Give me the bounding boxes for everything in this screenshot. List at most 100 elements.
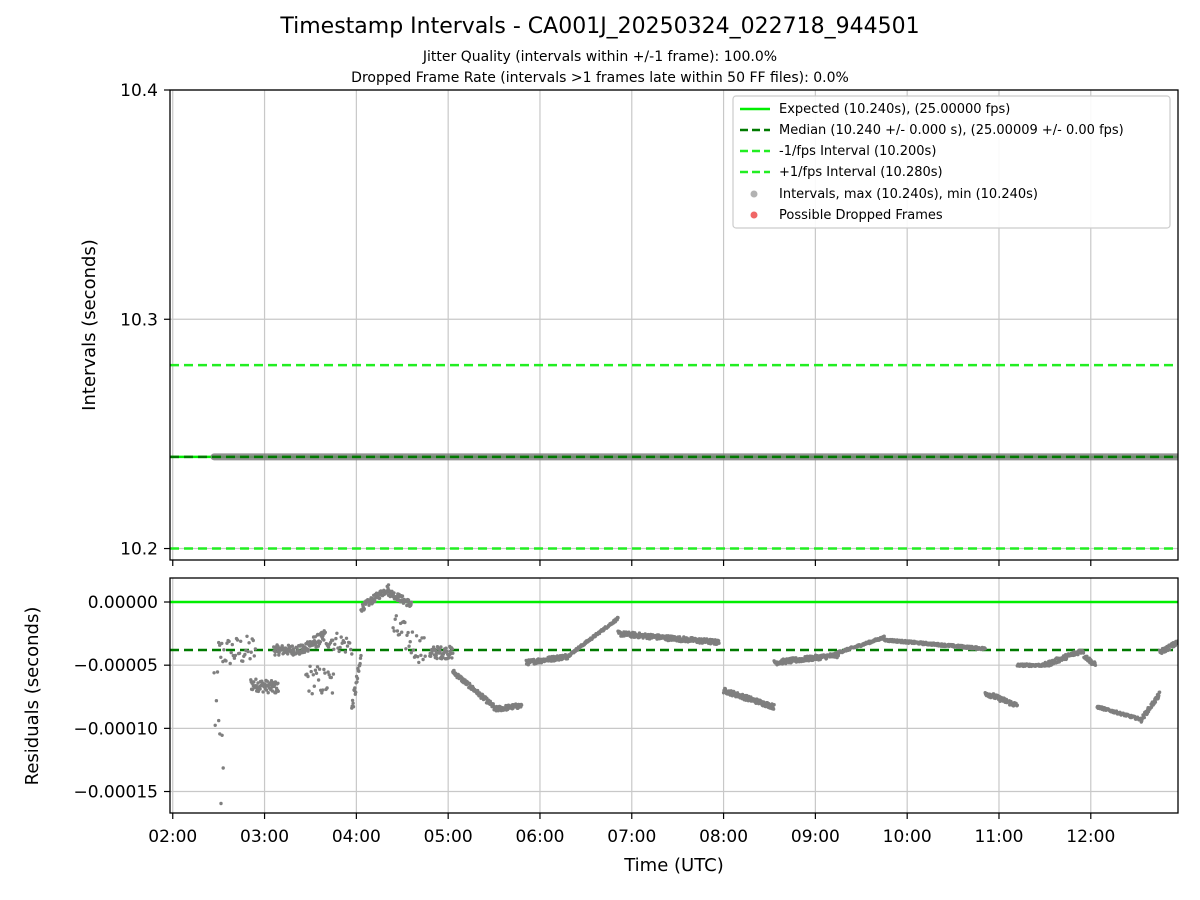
residual-point <box>771 707 776 711</box>
residual-point <box>423 654 427 658</box>
residual-point <box>334 636 338 641</box>
residual-segment-17 <box>721 686 776 711</box>
residual-point <box>221 766 225 770</box>
legend-label-intervals: Intervals, max (10.240s), min (10.240s) <box>779 187 1038 202</box>
residual-point <box>1142 715 1147 720</box>
legend-item-expected: Expected (10.240s), (25.00000 fps) <box>740 102 1010 117</box>
residual-point <box>264 688 269 692</box>
residual-point <box>315 665 320 669</box>
residual-point <box>468 683 472 687</box>
residual-point <box>353 686 357 690</box>
residual-segment-21 <box>983 691 1019 708</box>
residual-point <box>405 633 409 637</box>
residual-point <box>350 652 354 656</box>
residual-segment-11 <box>428 644 455 661</box>
residual-point <box>313 668 318 672</box>
legend-item-median: Median (10.240 +/- 0.000 s), (25.00009 +… <box>740 123 1124 138</box>
residual-point <box>882 634 886 638</box>
residual-point <box>227 639 231 644</box>
residual-point <box>310 692 314 696</box>
residual-point <box>354 690 358 694</box>
residual-point <box>309 669 313 674</box>
residual-point <box>312 684 316 688</box>
legend-item-dropped: Possible Dropped Frames <box>750 208 943 223</box>
residual-point <box>373 599 377 604</box>
residual-point <box>241 659 245 663</box>
residual-point <box>277 653 281 657</box>
residual-point <box>256 681 260 685</box>
legend-label-lower-bound: -1/fps Interval (10.200s) <box>779 144 936 159</box>
residual-point <box>306 674 310 679</box>
residual-point <box>419 653 423 657</box>
residual-point <box>252 680 256 684</box>
xtick-label-4: 06:00 <box>515 827 564 847</box>
residual-point <box>245 634 249 638</box>
residual-point <box>326 645 331 649</box>
residual-segment-19 <box>836 634 886 656</box>
residual-point <box>331 638 335 642</box>
residual-point <box>265 679 269 683</box>
residual-point <box>1167 647 1172 652</box>
residual-point <box>320 691 324 695</box>
residual-point <box>1160 651 1164 655</box>
residual-point <box>790 660 794 664</box>
residual-point <box>266 691 270 695</box>
residual-point <box>386 583 391 587</box>
residual-segment-24 <box>1081 651 1098 667</box>
legend-label-upper-bound: +1/fps Interval (10.280s) <box>779 165 943 180</box>
residual-segment-13 <box>492 702 524 713</box>
residual-point <box>256 689 261 694</box>
xtick-label-8: 10:00 <box>883 827 932 847</box>
xtick-label-0: 02:00 <box>148 827 197 847</box>
residual-segment-2 <box>249 677 280 695</box>
residual-point <box>214 699 219 703</box>
residual-point <box>314 671 319 675</box>
residual-point <box>217 718 221 723</box>
residual-point <box>230 642 234 647</box>
top-ytick-label-1: 10.3 <box>120 310 158 330</box>
top-ytick-label-0: 10.2 <box>120 540 158 560</box>
intervals-ylabel: Intervals (seconds) <box>79 239 100 411</box>
residual-point <box>1153 700 1158 704</box>
residual-point <box>337 649 341 654</box>
residual-point <box>362 607 366 611</box>
residuals-yticks: 0.00000 −0.00005 −0.00010 −0.00015 <box>73 593 170 803</box>
bottom-ytick-label-1: −0.00005 <box>73 656 158 676</box>
residual-point <box>342 640 347 645</box>
residual-point <box>220 641 224 646</box>
xtick-label-7: 09:00 <box>791 827 840 847</box>
residual-point <box>348 641 352 645</box>
residual-point <box>404 647 408 651</box>
residual-segment-5 <box>304 664 336 696</box>
residual-segment-14 <box>524 653 570 667</box>
x-axis-label: Time (UTC) <box>623 855 724 876</box>
residual-point <box>438 649 442 654</box>
residual-point <box>400 594 405 598</box>
residual-point <box>444 646 448 650</box>
residual-point <box>237 651 242 655</box>
xtick-label-5: 07:00 <box>607 827 656 847</box>
residual-point <box>338 645 342 650</box>
residual-point <box>410 630 415 634</box>
residual-point <box>246 649 250 654</box>
residual-point <box>441 655 445 660</box>
residual-point <box>394 614 398 618</box>
residual-point <box>349 647 353 652</box>
residual-point <box>1093 663 1098 667</box>
residual-point <box>1157 693 1161 698</box>
legend-label-dropped: Possible Dropped Frames <box>779 208 943 223</box>
residual-point <box>393 617 397 621</box>
residual-point <box>717 641 721 645</box>
residual-point <box>416 655 420 659</box>
residual-point <box>409 600 414 604</box>
residuals-frame <box>169 577 1179 814</box>
residual-point <box>261 690 265 694</box>
residual-point <box>784 661 788 666</box>
residual-segment-23 <box>1043 648 1086 668</box>
residual-point <box>392 629 396 633</box>
residual-point <box>772 703 776 707</box>
residual-point <box>344 636 349 640</box>
residual-point <box>247 641 251 645</box>
residual-point <box>272 683 277 687</box>
residual-point <box>450 647 454 651</box>
